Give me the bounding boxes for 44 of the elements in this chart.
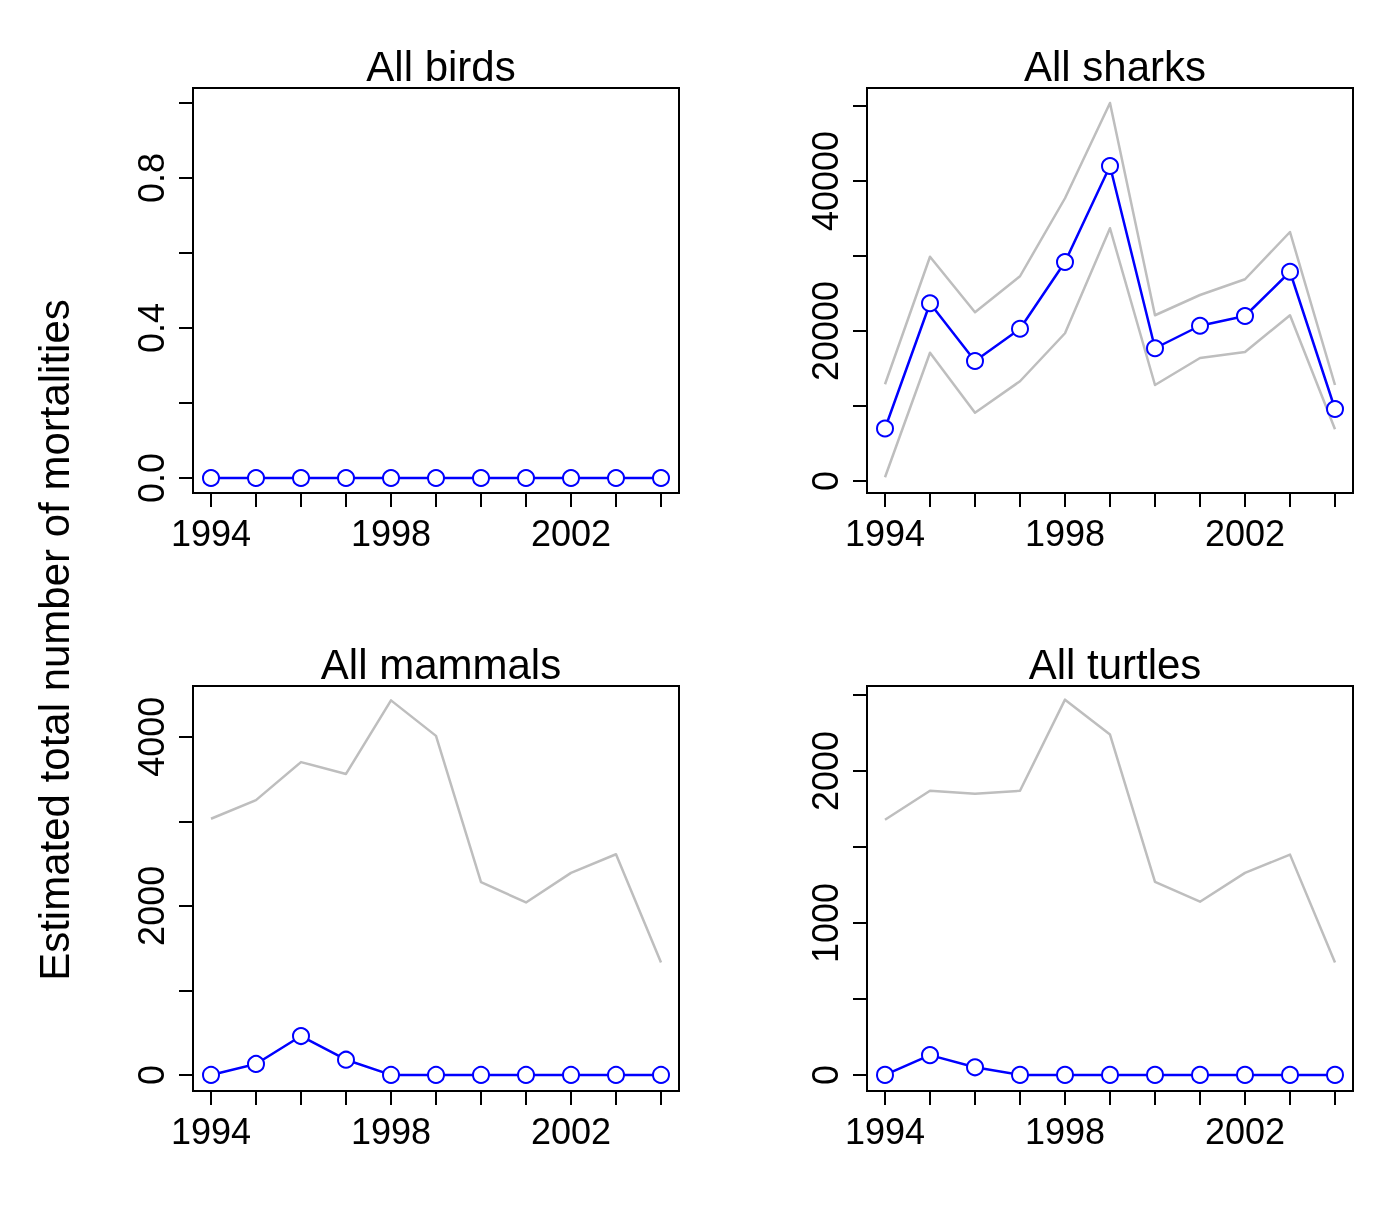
y-tick-label: 0.8: [130, 152, 172, 204]
point: [876, 419, 894, 438]
x-tick-label: 2002: [1204, 1110, 1286, 1152]
point: [1146, 339, 1164, 358]
x-tick-label: 2002: [1204, 512, 1286, 554]
x-tick-label: 1998: [350, 1110, 432, 1152]
y-tick-label: 2000: [130, 865, 172, 946]
point: [1101, 157, 1119, 175]
x-tick-label: 2002: [530, 1110, 612, 1152]
point: [1011, 319, 1029, 338]
x-tick-label: 1994: [170, 1110, 252, 1152]
x-tick-label: 1994: [170, 512, 252, 554]
line-series: [883, 227, 1337, 479]
line-series: [883, 698, 1337, 964]
point: [1326, 400, 1344, 418]
line-series: [883, 101, 1337, 387]
y-tick-label: 0: [804, 1064, 846, 1085]
x-tick-label: 1994: [844, 1110, 926, 1152]
chart-title: All sharks: [1023, 42, 1207, 90]
chart-title: All turtles: [1028, 640, 1202, 688]
x-tick-label: 1998: [1024, 512, 1106, 554]
x-tick-label: 1994: [844, 512, 926, 554]
point: [1236, 307, 1254, 325]
y-tick-label: 0.0: [130, 452, 172, 504]
point: [966, 352, 984, 370]
x-tick-label: 1998: [350, 512, 432, 554]
y-tick-label: 0: [130, 1064, 172, 1085]
y-tick-label: 0.4: [130, 302, 172, 354]
point: [921, 294, 939, 313]
x-tick-label: 2002: [530, 512, 612, 554]
y-tick-label: 1000: [804, 882, 846, 964]
x-tick-label: 1998: [1024, 1110, 1106, 1152]
y-tick-label: 0: [804, 470, 846, 492]
point: [1281, 262, 1299, 281]
y-tick-label: 4000: [130, 696, 172, 777]
y-axis-title: Estimated total number of mortalities: [31, 299, 79, 981]
y-tick-label: 2000: [804, 731, 846, 812]
chart-title: All mammals: [320, 640, 562, 688]
point: [1056, 253, 1074, 271]
point: [1191, 316, 1209, 335]
y-tick-label: 40000: [804, 130, 846, 232]
y-tick-label: 20000: [804, 280, 846, 382]
line-series: [209, 699, 663, 964]
chart-title: All birds: [366, 42, 516, 90]
